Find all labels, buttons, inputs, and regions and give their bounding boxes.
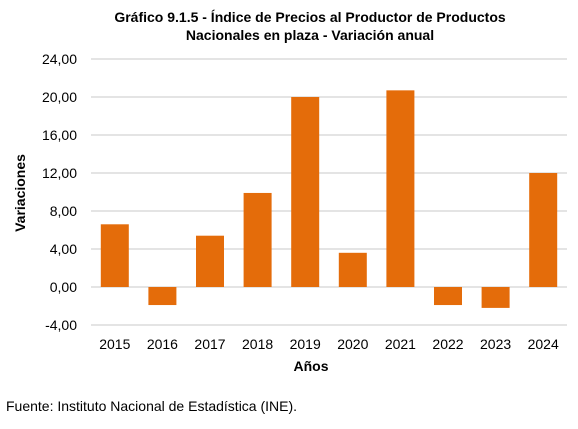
bar-2024 bbox=[529, 173, 558, 287]
x-tick-label: 2017 bbox=[194, 336, 225, 352]
y-tick-label: 8,00 bbox=[50, 203, 77, 219]
bar-2016 bbox=[148, 287, 177, 306]
bar-2023 bbox=[481, 287, 510, 308]
bar-2017 bbox=[196, 235, 224, 287]
x-tick-label: 2021 bbox=[385, 336, 416, 352]
bars bbox=[100, 90, 558, 308]
source-note: Fuente: Instituto Nacional de Estadístic… bbox=[6, 398, 298, 414]
x-tick-label: 2022 bbox=[432, 336, 463, 352]
bar-chart: Gráfico 9.1.5 - Índice de Precios al Pro… bbox=[12, 9, 567, 374]
y-tick-label: 20,00 bbox=[42, 89, 77, 105]
y-tick-label: 4,00 bbox=[50, 241, 77, 257]
x-tick-label: 2016 bbox=[147, 336, 178, 352]
chart-title-line-1: Gráfico 9.1.5 - Índice de Precios al Pro… bbox=[114, 9, 506, 25]
x-tick-label: 2024 bbox=[528, 336, 559, 352]
bar-2019 bbox=[291, 97, 320, 287]
y-tick-labels: -4,00 0,00 4,00 8,00 12,00 16,00 20,00 24,00 bbox=[42, 51, 77, 333]
gridlines bbox=[91, 58, 567, 326]
bar-2015 bbox=[100, 224, 129, 287]
bar-2022 bbox=[434, 287, 462, 306]
y-tick-label: 0,00 bbox=[50, 279, 77, 295]
x-tick-label: 2020 bbox=[337, 336, 368, 352]
x-axis-title: Años bbox=[294, 358, 329, 374]
x-tick-label: 2018 bbox=[242, 336, 273, 352]
x-tick-label: 2015 bbox=[99, 336, 130, 352]
x-tick-label: 2019 bbox=[290, 336, 321, 352]
bar-2021 bbox=[386, 90, 415, 287]
bar-2020 bbox=[338, 252, 367, 287]
bar-2018 bbox=[243, 192, 272, 287]
x-tick-label: 2023 bbox=[480, 336, 511, 352]
x-tick-labels: 2015 2016 2017 2018 2019 2020 2021 2022 2023 2024 bbox=[99, 336, 559, 352]
y-tick-label: 24,00 bbox=[42, 51, 77, 67]
chart-title-line-2: Nacionales en plaza - Variación anual bbox=[186, 27, 434, 43]
y-tick-label: 12,00 bbox=[42, 165, 77, 181]
y-tick-label: -4,00 bbox=[45, 317, 77, 333]
y-axis-title: Variaciones bbox=[12, 154, 28, 232]
y-tick-label: 16,00 bbox=[42, 127, 77, 143]
